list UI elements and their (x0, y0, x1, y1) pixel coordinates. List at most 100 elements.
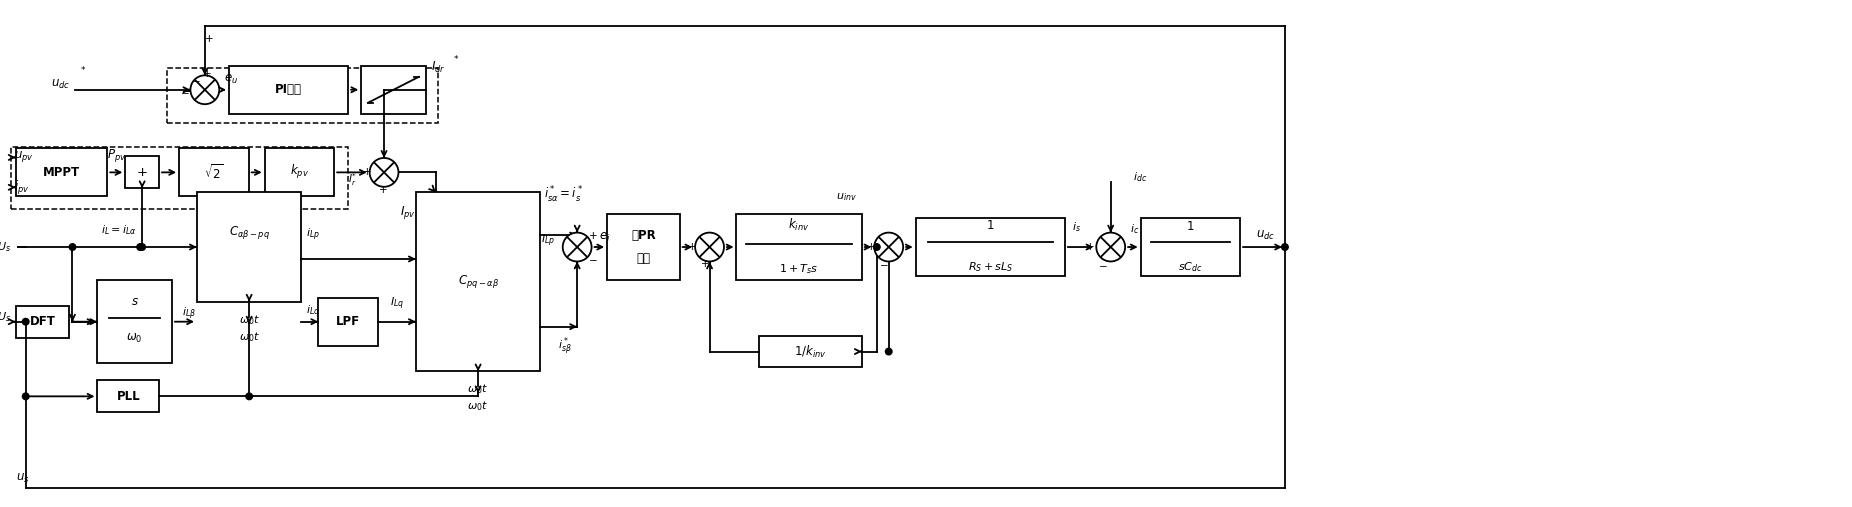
Text: $I_{dr}$: $I_{dr}$ (430, 60, 444, 76)
Text: $+$: $+$ (204, 33, 213, 45)
Circle shape (69, 244, 76, 250)
Text: $i_L = i_{L\alpha}$: $i_L = i_{L\alpha}$ (102, 223, 137, 237)
Text: $i_{Lq}$: $i_{Lq}$ (306, 304, 320, 320)
Circle shape (137, 244, 143, 250)
Text: $+$: $+$ (137, 166, 148, 179)
Bar (915, 219, 1065, 276)
Circle shape (1096, 233, 1126, 262)
Text: $s$: $s$ (131, 295, 139, 308)
Text: $i_{s\beta}^*$: $i_{s\beta}^*$ (557, 336, 572, 357)
Text: $R_S + sL_S$: $R_S + sL_S$ (967, 260, 1013, 274)
Text: $\omega_0 t$: $\omega_0 t$ (467, 400, 489, 413)
Text: $i_{dc}$: $i_{dc}$ (1133, 170, 1148, 184)
Bar (1141, 219, 1241, 276)
Text: $*$: $*$ (80, 64, 87, 74)
Text: $-$: $-$ (1098, 260, 1107, 270)
Text: $I_{pv}$: $I_{pv}$ (400, 204, 415, 221)
Circle shape (22, 393, 30, 400)
Bar (265, 149, 333, 196)
Circle shape (1282, 244, 1289, 250)
Text: $U_s$: $U_s$ (0, 310, 11, 323)
Text: $e_u$: $e_u$ (224, 73, 237, 86)
Text: $u_{dc}$: $u_{dc}$ (52, 78, 70, 91)
Text: $U_s$: $U_s$ (0, 240, 11, 254)
Circle shape (885, 348, 893, 355)
Text: $+$: $+$ (378, 184, 387, 195)
Bar (417, 192, 541, 372)
Circle shape (874, 233, 904, 262)
Text: $I_{Lp}$: $I_{Lp}$ (541, 233, 556, 249)
Bar (98, 280, 172, 364)
Text: DFT: DFT (30, 315, 56, 328)
Circle shape (191, 76, 219, 104)
Bar (607, 213, 680, 280)
Text: $u_{dc}$: $u_{dc}$ (1256, 229, 1276, 242)
Text: $-$: $-$ (880, 259, 889, 269)
Text: $i_{pv}$: $i_{pv}$ (13, 179, 30, 197)
Text: $\omega_0 t$: $\omega_0 t$ (467, 382, 489, 396)
Bar (15, 149, 107, 196)
Text: $C_{pq-\alpha\beta}$: $C_{pq-\alpha\beta}$ (457, 273, 498, 291)
Text: $i_s$: $i_s$ (1072, 220, 1082, 234)
Text: $\omega_0 t$: $\omega_0 t$ (239, 330, 259, 344)
Bar (361, 66, 426, 114)
Text: $+$: $+$ (687, 240, 696, 251)
Text: $-$: $-$ (180, 87, 189, 97)
Text: $+$: $+$ (202, 68, 211, 79)
Text: $u_s$: $u_s$ (15, 472, 30, 485)
Text: 准PR: 准PR (632, 229, 656, 241)
Text: $1$: $1$ (1185, 220, 1195, 233)
Text: $1/k_{inv}$: $1/k_{inv}$ (795, 344, 828, 359)
Text: $I_{Lq}$: $I_{Lq}$ (391, 296, 404, 312)
Circle shape (370, 158, 398, 187)
Text: 控制: 控制 (637, 252, 650, 266)
Text: PLL: PLL (117, 390, 141, 403)
Text: $i_{Lp}$: $i_{Lp}$ (306, 227, 320, 243)
Text: $\omega_0$: $\omega_0$ (126, 332, 143, 345)
Text: LPF: LPF (337, 315, 361, 328)
Text: $sC_{dc}$: $sC_{dc}$ (1178, 260, 1202, 274)
Text: $+$: $+$ (1085, 240, 1095, 251)
Text: $+$: $+$ (363, 166, 372, 177)
Text: PI控制: PI控制 (274, 83, 302, 96)
Bar (319, 298, 378, 346)
Bar (11, 148, 348, 209)
Bar (98, 380, 159, 412)
Text: $i_{s\alpha}^* = i_s^*$: $i_{s\alpha}^* = i_s^*$ (544, 185, 583, 205)
Text: $+$: $+$ (867, 240, 876, 251)
Bar (126, 157, 159, 188)
Text: $k_{inv}$: $k_{inv}$ (789, 217, 809, 233)
Circle shape (139, 244, 146, 250)
Text: MPPT: MPPT (43, 166, 80, 179)
Text: $\omega_0 t$: $\omega_0 t$ (239, 313, 259, 327)
Circle shape (22, 318, 30, 325)
Text: $u_{pv}$: $u_{pv}$ (13, 149, 33, 164)
Circle shape (694, 233, 724, 262)
Text: $-$: $-$ (181, 83, 191, 96)
Text: $-$: $-$ (191, 75, 200, 85)
Circle shape (874, 244, 880, 250)
Text: $I_r^{*}$: $I_r^{*}$ (348, 171, 357, 188)
Text: $i_c$: $i_c$ (1130, 222, 1139, 236)
Text: $+$: $+$ (700, 259, 709, 269)
Text: $i_{L\beta}$: $i_{L\beta}$ (181, 306, 196, 322)
Bar (759, 336, 861, 368)
Text: $P_{pv}$: $P_{pv}$ (107, 147, 126, 164)
Text: $C_{\alpha\beta-pq}$: $C_{\alpha\beta-pq}$ (228, 224, 270, 241)
Bar (167, 68, 437, 123)
Text: $u_{inv}$: $u_{inv}$ (837, 191, 857, 203)
Text: $\sqrt{2}$: $\sqrt{2}$ (204, 163, 224, 182)
Bar (737, 213, 861, 280)
Text: $*$: $*$ (452, 53, 459, 62)
Circle shape (563, 233, 591, 262)
Text: $+$: $+$ (589, 230, 598, 241)
Text: $k_{pv}$: $k_{pv}$ (291, 163, 309, 182)
Text: $1+T_s s$: $1+T_s s$ (780, 262, 819, 276)
Text: $e_i$: $e_i$ (600, 231, 611, 244)
Bar (180, 149, 248, 196)
Text: $1$: $1$ (985, 219, 995, 232)
Circle shape (246, 393, 252, 400)
Bar (15, 306, 70, 338)
Bar (196, 192, 302, 302)
Bar (230, 66, 348, 114)
